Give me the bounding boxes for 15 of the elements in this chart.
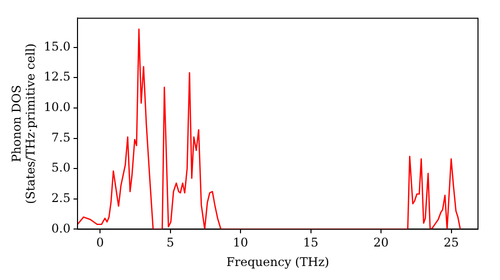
y-tick-label: 5.0 [51,160,71,175]
y-tick-label: 10.0 [44,100,71,114]
y-tick-label: 15.0 [44,39,71,54]
x-tick-label: 10 [232,236,248,250]
x-tick-label: 0 [96,236,104,250]
x-axis-title: Frequency (THz) [226,254,330,269]
x-tick-label: 20 [373,236,389,250]
y-tick-label: 7.5 [51,130,71,144]
x-tick-label: 15 [303,236,318,250]
y-tick-label: 2.5 [51,191,71,206]
x-tick-label: 25 [444,236,459,250]
y-tick-label: 12.5 [44,70,71,84]
x-tick-label: 5 [166,236,174,250]
y-tick-label: 0.0 [51,221,71,236]
y-axis-title: Phonon DOS (States/THz·primitive cell) [9,43,38,204]
